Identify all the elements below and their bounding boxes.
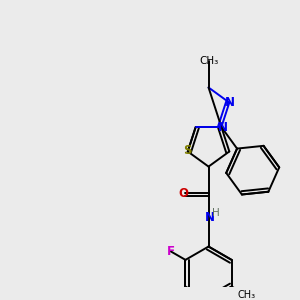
Text: O: O	[178, 187, 189, 200]
Text: H: H	[212, 208, 220, 218]
Text: S: S	[184, 144, 192, 157]
Text: N: N	[225, 96, 235, 109]
Text: N: N	[218, 122, 228, 134]
Text: CH₃: CH₃	[238, 290, 256, 300]
Text: CH₃: CH₃	[199, 56, 218, 66]
Text: F: F	[167, 245, 175, 258]
Text: N: N	[205, 211, 214, 224]
